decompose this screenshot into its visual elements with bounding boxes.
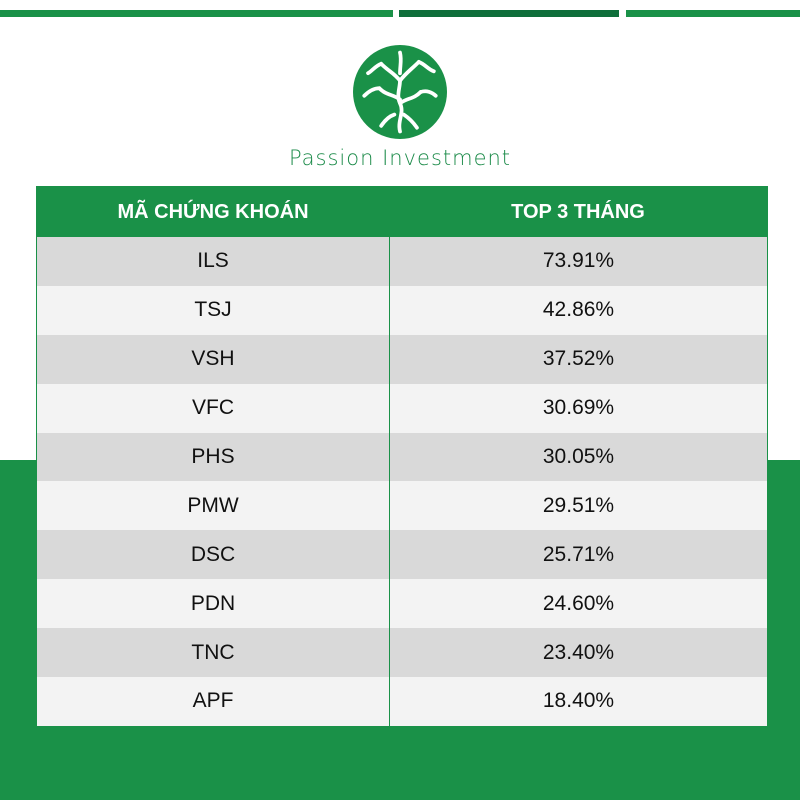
top-bar-middle <box>399 10 619 17</box>
stock-code-cell: DSC <box>37 530 390 580</box>
table-row: TSJ 42.86% <box>37 285 767 335</box>
header-top-3-months: TOP 3 THÁNG <box>511 200 645 223</box>
return-cell: 30.05% <box>542 445 615 468</box>
return-cell: 18.40% <box>542 689 615 713</box>
stock-code-cell: PMW <box>37 481 390 531</box>
stock-code-cell: TSJ <box>37 285 390 335</box>
return-cell: 23.40% <box>542 640 615 664</box>
table-row: VSH 37.52% <box>37 334 767 384</box>
table-row: TNC 23.40% <box>37 628 767 678</box>
stock-code-cell: PDN <box>37 579 390 629</box>
stock-code-cell: VFC <box>37 383 390 433</box>
stock-table: MÃ CHỨNG KHOÁN TOP 3 THÁNG ILS 73.91% TS… <box>36 186 768 727</box>
stock-code-cell: VSH <box>37 334 390 384</box>
stock-code-cell: PHS <box>37 432 390 482</box>
table-row: VFC 30.69% <box>37 383 767 433</box>
stock-code-cell: APF <box>37 677 390 726</box>
return-cell: 73.91% <box>542 249 615 273</box>
return-cell: 42.86% <box>542 298 615 322</box>
table-body: ILS 73.91% TSJ 42.86% VSH 37.52% VFC 30.… <box>37 237 767 726</box>
stock-code-cell: TNC <box>37 628 390 678</box>
top-bar-left <box>0 10 393 17</box>
return-cell: 30.69% <box>542 396 615 420</box>
return-cell: 25.71% <box>542 542 615 566</box>
table-row: PHS 30.05% <box>37 432 767 482</box>
tree-logo-icon <box>353 45 447 139</box>
table-row: ILS 73.91% <box>37 237 767 286</box>
stock-code-cell: ILS <box>37 237 390 286</box>
brand-name: Passion Investment <box>288 146 512 170</box>
table-row: PDN 24.60% <box>37 579 767 629</box>
return-cell: 24.60% <box>542 591 615 615</box>
table-row: DSC 25.71% <box>37 530 767 580</box>
table-header: MÃ CHỨNG KHOÁN TOP 3 THÁNG <box>37 187 767 237</box>
table-row: APF 18.40% <box>37 677 767 726</box>
table-row: PMW 29.51% <box>37 481 767 531</box>
return-cell: 37.52% <box>542 347 615 371</box>
header-stock-code: MÃ CHỨNG KHOÁN <box>117 200 309 223</box>
return-cell: 29.51% <box>542 493 615 517</box>
top-bar-right <box>626 10 800 17</box>
